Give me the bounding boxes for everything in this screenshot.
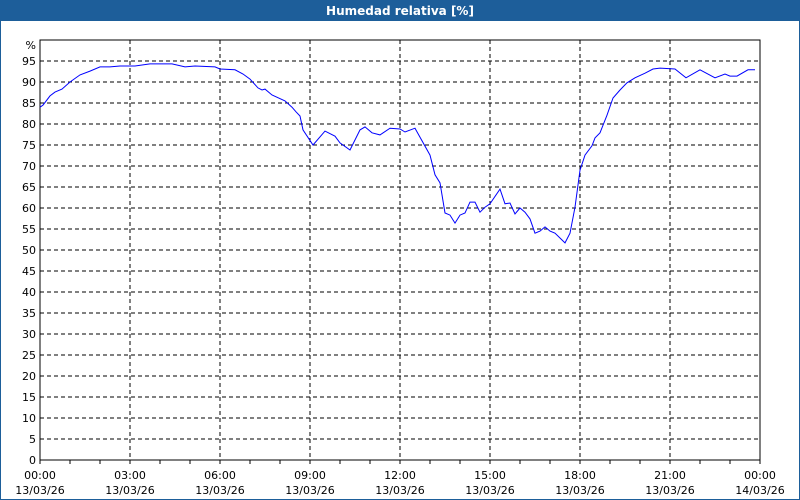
x-tick-date: 13/03/26 [15,484,64,497]
plot-area-border [39,39,761,461]
y-tick-label: 30 [22,328,36,341]
y-tick-label: 35 [22,307,36,320]
y-tick-label: 15 [22,391,36,404]
y-tick-label: 0 [29,454,36,467]
y-tick-label: 95 [22,55,36,68]
y-tick-label: 45 [22,265,36,278]
y-axis-unit: % [26,39,36,52]
x-tick-time: 12:00 [384,469,416,482]
x-tick-time: 00:00 [744,469,776,482]
y-tick-label: 20 [22,370,36,383]
y-tick-label: 85 [22,97,36,110]
x-tick-date: 13/03/26 [195,484,244,497]
x-tick-date: 13/03/26 [285,484,334,497]
y-tick-label: 75 [22,139,36,152]
y-tick-label: 25 [22,349,36,362]
chart-title: Humedad relativa [%] [1,1,799,21]
humidity-series-line [39,63,755,244]
x-tick-date: 13/03/26 [105,484,154,497]
x-tick-date: 13/03/26 [645,484,694,497]
y-tick-label: 70 [22,160,36,173]
x-tick-time: 03:00 [114,469,146,482]
y-tick-label: 10 [22,412,36,425]
x-tick-time: 18:00 [564,469,596,482]
y-tick-label: 40 [22,286,36,299]
x-tick-time: 15:00 [474,469,506,482]
x-tick-time: 21:00 [654,469,686,482]
x-tick-date: 13/03/26 [555,484,604,497]
y-tick-label: 80 [22,118,36,131]
x-tick-date: 14/03/26 [735,484,784,497]
y-tick-label: 60 [22,202,36,215]
y-tick-label: 55 [22,223,36,236]
x-tick-time: 00:00 [24,469,56,482]
y-tick-label: 5 [29,433,36,446]
x-tick-date: 13/03/26 [375,484,424,497]
x-tick-date: 13/03/26 [465,484,514,497]
x-tick-time: 06:00 [204,469,236,482]
x-tick-time: 09:00 [294,469,326,482]
y-tick-label: 50 [22,244,36,257]
y-tick-label: 90 [22,76,36,89]
y-tick-label: 65 [22,181,36,194]
